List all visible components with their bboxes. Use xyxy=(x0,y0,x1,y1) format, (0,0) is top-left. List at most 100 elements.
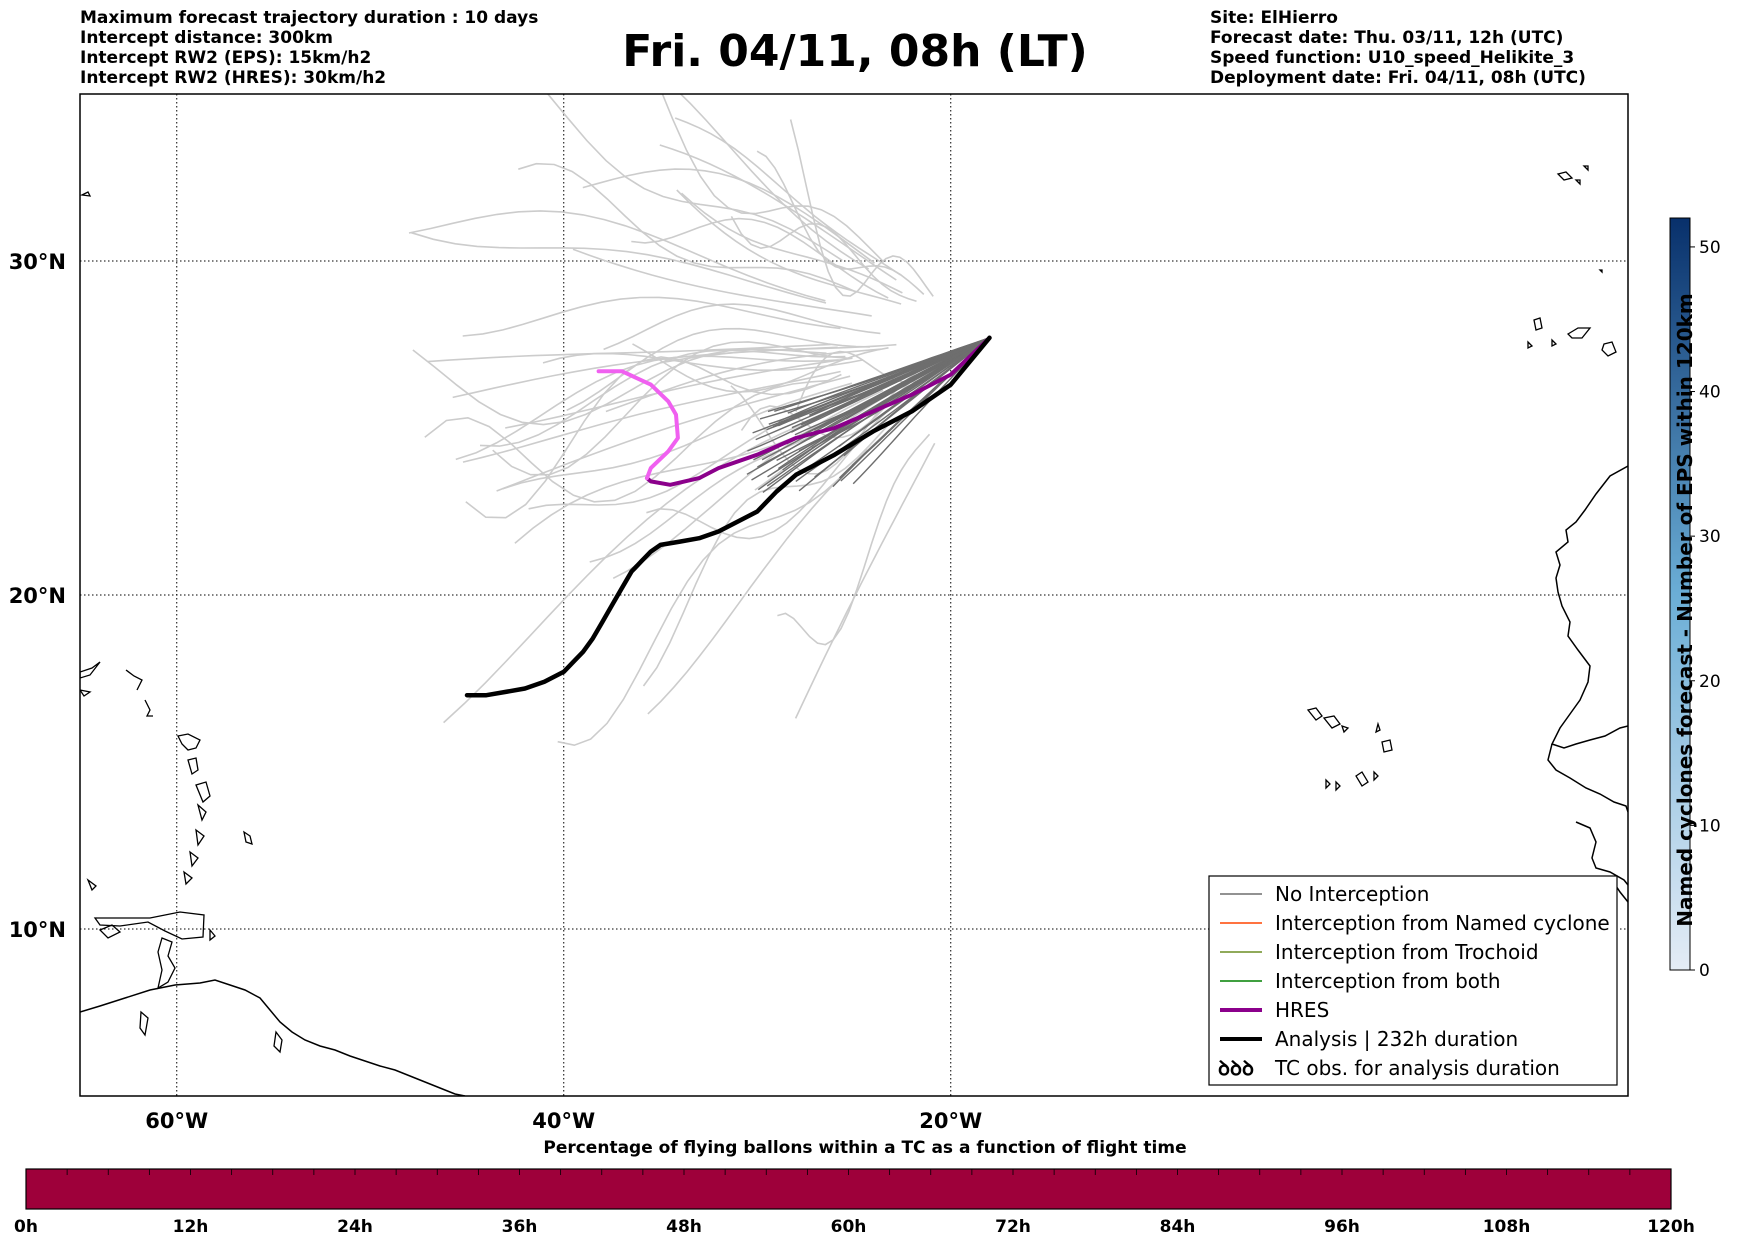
colorbar-tick-label: 50 xyxy=(1699,238,1721,258)
eps-trajectory-faded xyxy=(411,231,827,304)
legend-label: HRES xyxy=(1275,998,1329,1022)
legend-label: Interception from both xyxy=(1275,969,1501,993)
eps-trajectory-faded xyxy=(546,94,843,262)
colorbar-tick-label: 20 xyxy=(1699,672,1721,692)
eps-trajectory-no-interception xyxy=(755,337,990,441)
info-trajectory-duration: Maximum forecast trajectory duration : 1… xyxy=(80,8,539,28)
time-bar-label: 24h xyxy=(337,1217,373,1237)
eps-trajectory-faded xyxy=(572,248,872,317)
time-bar-label: 120h xyxy=(1647,1217,1695,1237)
eps-trajectory-no-interception xyxy=(779,337,990,488)
eps-trajectory-faded xyxy=(408,210,826,302)
eps-trajectory-faded xyxy=(740,374,920,439)
hres-early-trajectory xyxy=(596,369,680,481)
eps-trajectory-faded xyxy=(496,375,851,492)
info-deployment-date: Deployment date: Fri. 04/11, 08h (UTC) xyxy=(1210,68,1586,88)
legend-label: Analysis | 232h duration xyxy=(1275,1027,1518,1051)
legend-item: Analysis | 232h duration xyxy=(1220,1027,1518,1051)
legend-label: Interception from Named cyclone xyxy=(1275,911,1610,935)
eps-trajectory-faded xyxy=(730,216,917,303)
eps-trajectory-faded xyxy=(789,119,934,297)
colorbar-tick-label: 0 xyxy=(1699,961,1710,981)
eps-trajectory-faded xyxy=(462,296,841,337)
eps-trajectory-faded xyxy=(631,217,889,299)
colorbar-label: Named cyclones forecast - Number of EPS … xyxy=(1673,293,1697,927)
time-bar-label: 36h xyxy=(502,1217,538,1237)
eps-trajectory-no-interception xyxy=(813,337,990,431)
legend: No Interception Interception from Named c… xyxy=(1208,875,1618,1086)
info-site: Site: ElHierro xyxy=(1210,8,1338,28)
time-bar-label: 48h xyxy=(666,1217,702,1237)
eps-trajectory-faded xyxy=(514,407,856,544)
eps-trajectory-faded xyxy=(502,382,853,490)
legend-item: ꝺꝺꝺ TC obs. for analysis duration xyxy=(1218,1056,1560,1080)
hres-trajectory xyxy=(645,335,992,487)
eps-trajectory-faded xyxy=(424,379,830,503)
legend-label: TC obs. for analysis duration xyxy=(1274,1056,1560,1080)
axis-tick-labels: 60°W 40°W 20°W 30°N 20°N 10°N xyxy=(9,250,983,1133)
flight-time-bar-fill xyxy=(25,1168,1672,1210)
legend-box xyxy=(1208,875,1618,1086)
info-speed-function: Speed function: U10_speed_Helikite_3 xyxy=(1210,48,1575,68)
eps-trajectory-faded xyxy=(443,409,836,724)
eps-trajectory-faded xyxy=(777,433,931,646)
flight-time-bar: 0h 12h 24h 36h 48h 60h 72h 84h 96h 108h 120h xyxy=(14,1168,1695,1237)
eps-trajectory-faded xyxy=(505,357,853,429)
legend-label: No Interception xyxy=(1275,882,1429,906)
lat-tick-label: 10°N xyxy=(9,918,66,942)
eps-trajectory-no-interception xyxy=(746,337,990,475)
cyclone-colorbar-gradient xyxy=(1669,217,1691,971)
graticule xyxy=(80,94,1628,1096)
eps-trajectory-no-interception xyxy=(768,337,990,425)
time-bar-label: 72h xyxy=(995,1217,1031,1237)
legend-item: Interception from both xyxy=(1220,969,1501,993)
colorbar-tick-label: 40 xyxy=(1699,383,1721,403)
map-title: Fri. 04/11, 08h (LT) xyxy=(622,26,1088,77)
legend-item: HRES xyxy=(1220,998,1329,1022)
eps-trajectory-faded xyxy=(427,343,831,363)
colorbar-tick-label: 30 xyxy=(1699,527,1721,547)
cyclone-colorbar: 0 10 20 30 40 50 xyxy=(1669,217,1721,981)
lat-tick-label: 30°N xyxy=(9,250,66,274)
eps-trajectory-faded xyxy=(661,94,885,263)
eps-trajectory-faded xyxy=(412,348,827,426)
site-info-panel: Site: ElHierro Forecast date: Thu. 03/11… xyxy=(1210,8,1586,88)
time-bar-label: 96h xyxy=(1324,1217,1360,1237)
forecast-settings-panel: Maximum forecast trajectory duration : 1… xyxy=(80,8,538,88)
eps-trajectory-no-interception xyxy=(818,337,990,418)
info-intercept-distance: Intercept distance: 300km xyxy=(80,28,333,48)
eps-trajectory-faded xyxy=(542,352,864,372)
coastlines xyxy=(80,165,1628,1096)
time-bar-label: 60h xyxy=(831,1217,867,1237)
legend-item: No Interception xyxy=(1220,882,1429,906)
lon-tick-label: 40°W xyxy=(532,1109,595,1133)
map-frame xyxy=(79,93,1629,1097)
time-bar-label: 108h xyxy=(1483,1217,1531,1237)
eps-trajectory-faded xyxy=(642,420,893,687)
time-bar-label: 12h xyxy=(173,1217,209,1237)
lon-tick-label: 60°W xyxy=(145,1109,208,1133)
eps-trajectory-no-interception xyxy=(774,337,990,412)
lat-tick-label: 20°N xyxy=(9,584,66,608)
eps-trajectory-faded xyxy=(518,162,857,293)
colorbar-tick-label: 10 xyxy=(1699,816,1721,836)
eps-trajectory-faded xyxy=(676,189,902,305)
legend-label: Interception from Trochoid xyxy=(1275,940,1539,964)
eps-trajectory-faded xyxy=(603,303,881,351)
flight-time-bar-title: Percentage of flying ballons within a TC… xyxy=(543,1138,1187,1158)
info-forecast-date: Forecast date: Thu. 03/11, 12h (UTC) xyxy=(1210,28,1564,48)
eps-trajectory-faded xyxy=(492,341,850,476)
legend-item: Interception from Trochoid xyxy=(1220,940,1539,964)
legend-item: Interception from Named cyclone xyxy=(1220,911,1610,935)
eps-trajectory-faded xyxy=(679,94,870,270)
eps-trajectory-faded xyxy=(794,442,936,719)
eps-trajectory-faded xyxy=(479,349,846,447)
info-intercept-eps: Intercept RW2 (EPS): 15km/h2 xyxy=(80,48,372,68)
time-bar-label: 0h xyxy=(14,1217,38,1237)
eps-trajectory-faded xyxy=(582,168,875,264)
eps-trajectory-faded xyxy=(557,448,868,747)
time-bar-label: 84h xyxy=(1160,1217,1196,1237)
info-intercept-hres: Intercept RW2 (HRES): 30km/h2 xyxy=(80,68,387,88)
lon-tick-label: 20°W xyxy=(919,1109,982,1133)
